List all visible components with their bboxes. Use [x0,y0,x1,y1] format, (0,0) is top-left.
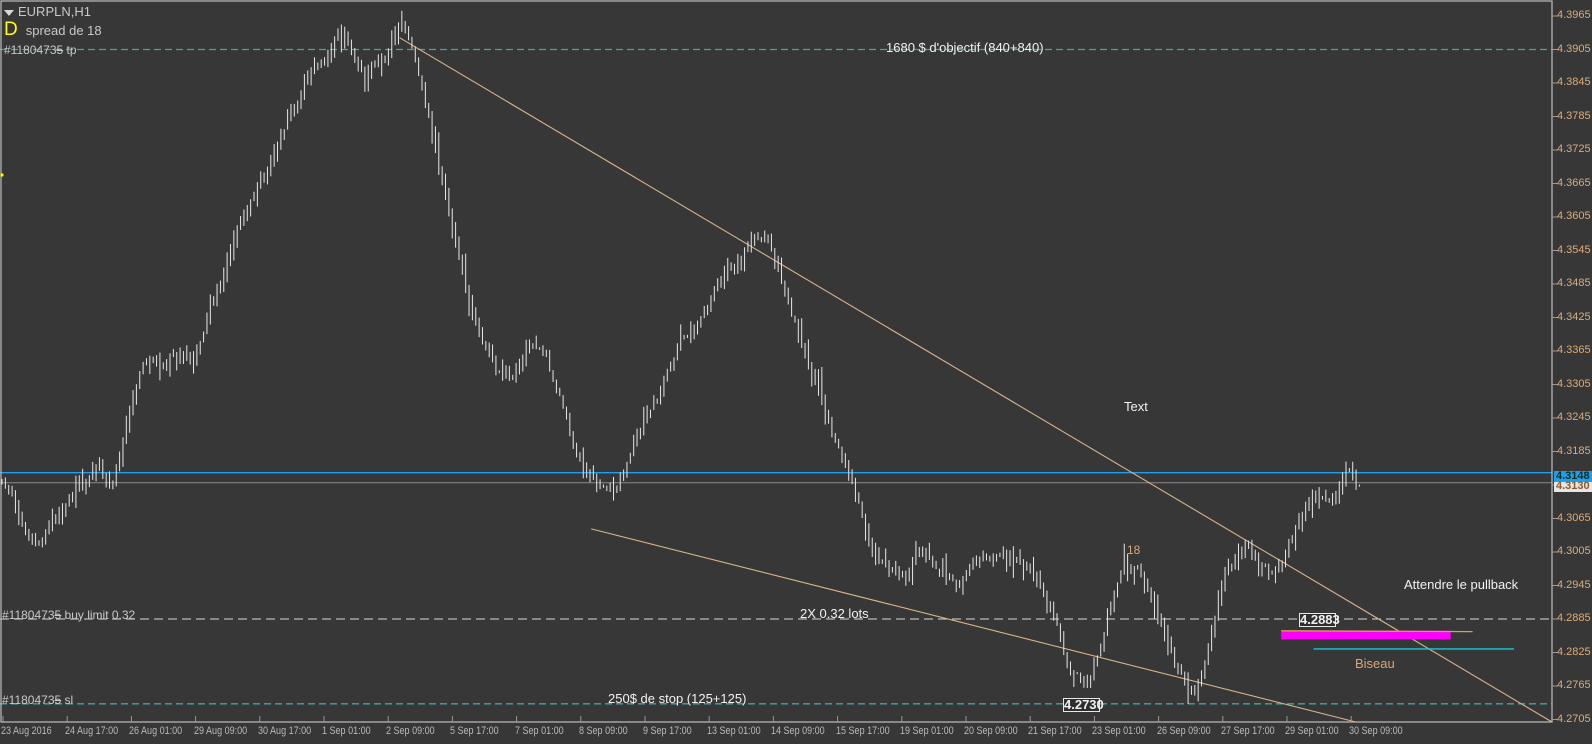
svg-text:18: 18 [1127,543,1141,557]
